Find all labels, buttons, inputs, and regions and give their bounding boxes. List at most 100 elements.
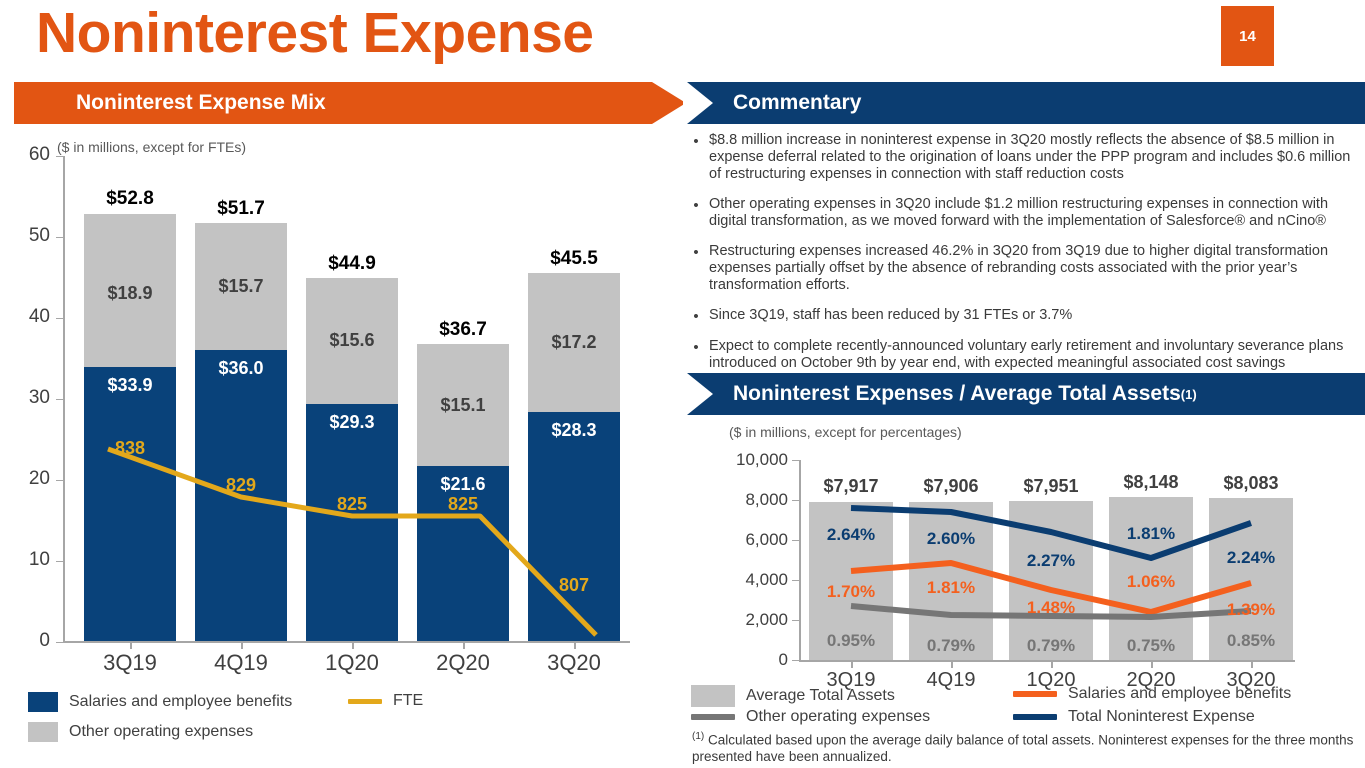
left-chart-ytick-label: 10 bbox=[28, 549, 50, 570]
bar-salaries-3Q19 bbox=[84, 367, 176, 641]
left-chart-y-axis bbox=[63, 156, 65, 642]
right-chart-xtick bbox=[1051, 661, 1053, 668]
left-chart-ytick bbox=[56, 318, 63, 319]
commentary-bullet-text: Other operating expenses in 3Q20 include… bbox=[709, 196, 1329, 229]
bar-avg-assets-2Q20 bbox=[1109, 497, 1193, 660]
left-chart-xlabel-3Q19: 3Q19 bbox=[103, 650, 157, 675]
right-chart-ytick-label: 0 bbox=[778, 650, 788, 669]
chart-noninterest-expense-mix: ($ in millions, except for FTEs) 60 50 4… bbox=[0, 132, 683, 742]
pct-salaries-3Q19: 1.70% bbox=[826, 582, 876, 601]
bar-other-2Q20 bbox=[417, 344, 509, 466]
bar-other-3Q19 bbox=[84, 214, 176, 367]
right-chart-xlabel-1Q20: 1Q20 bbox=[1026, 669, 1076, 691]
commentary-panel: • $8.8 million increase in noninterest e… bbox=[683, 132, 1365, 385]
segment-label-salaries-3Q20: $28.3 bbox=[551, 420, 597, 440]
legend-swatch-icon bbox=[28, 722, 58, 742]
bar-total-label-1Q20: $44.9 bbox=[328, 253, 376, 274]
banner-expense-ratio: Noninterest Expenses / Average Total Ass… bbox=[683, 373, 1365, 415]
commentary-bullet-text: Expect to complete recently-announced vo… bbox=[709, 338, 1344, 371]
legend-avg-total-assets: Average Total Assets bbox=[691, 685, 895, 707]
pct-salaries-4Q19: 1.81% bbox=[926, 578, 976, 597]
left-chart-xtick bbox=[241, 642, 243, 649]
right-chart-xlabel-3Q19: 3Q19 bbox=[826, 669, 876, 691]
legend-fte: FTE bbox=[348, 692, 423, 710]
commentary-bullet: • Expect to complete recently-announced … bbox=[683, 338, 1365, 372]
left-chart-ytick-label: 30 bbox=[28, 387, 50, 408]
line-other-operating-expenses bbox=[850, 603, 1252, 620]
left-chart-ytick-label: 50 bbox=[28, 225, 50, 246]
fte-label-3Q19: 838 bbox=[114, 438, 146, 458]
line-salaries-employee-benefits bbox=[850, 560, 1252, 615]
banner-expense-ratio-footnote-marker: (1) bbox=[1180, 386, 1197, 402]
commentary-bullet-text: Restructuring expenses increased 46.2% i… bbox=[709, 243, 1329, 293]
left-chart-xlabel-3Q20: 3Q20 bbox=[547, 650, 601, 675]
commentary-bullet: • $8.8 million increase in noninterest e… bbox=[683, 132, 1365, 183]
legend-salaries-label: Salaries and employee benefits bbox=[69, 693, 293, 710]
legend-line-icon bbox=[348, 698, 382, 704]
footnote: (1) Calculated based upon the average da… bbox=[692, 729, 1362, 765]
bar-total-label-3Q19: $52.8 bbox=[106, 188, 154, 209]
line-total-noninterest-expense bbox=[850, 505, 1252, 561]
right-chart-xlabel-2Q20: 2Q20 bbox=[1126, 669, 1176, 691]
right-chart-ytick bbox=[792, 620, 799, 621]
legend-salaries: Salaries and employee benefits bbox=[28, 692, 292, 712]
right-chart-xlabel-4Q19: 4Q19 bbox=[926, 669, 976, 691]
legend-total-noninterest-expense-label: Total Noninterest Expense bbox=[1068, 708, 1255, 725]
pct-salaries-3Q20: 1.39% bbox=[1226, 600, 1276, 619]
fte-label-3Q20: 807 bbox=[558, 575, 590, 595]
right-chart-xtick bbox=[951, 661, 953, 668]
commentary-bullet-text: Since 3Q19, staff has been reduced by 31… bbox=[709, 307, 1073, 323]
avg-assets-label-3Q19: $7,917 bbox=[823, 476, 879, 496]
left-chart-ytick bbox=[56, 156, 63, 157]
bar-other-1Q20 bbox=[306, 278, 398, 404]
left-chart-ytick bbox=[56, 237, 63, 238]
chart-expense-to-average-assets: ($ in millions, except for percentages) … bbox=[683, 420, 1365, 768]
legend-other-operating: Other operating expenses bbox=[28, 722, 253, 742]
right-chart-line-series bbox=[850, 505, 1252, 620]
banner-commentary-label: Commentary bbox=[733, 91, 862, 114]
bar-total-label-4Q19: $51.7 bbox=[217, 198, 265, 219]
left-chart-xtick bbox=[130, 642, 132, 649]
right-chart-ytick bbox=[792, 580, 799, 581]
pct-total-expense-3Q19: 2.64% bbox=[826, 525, 876, 544]
fte-line-series bbox=[107, 446, 598, 637]
right-chart-xtick bbox=[1251, 661, 1253, 668]
right-chart-ytick-label: 4,000 bbox=[745, 570, 788, 589]
bar-total-label-2Q20: $36.7 bbox=[439, 319, 487, 340]
segment-label-other-3Q20: $17.2 bbox=[551, 332, 597, 352]
left-chart-ytick bbox=[56, 480, 63, 481]
bar-salaries-1Q20 bbox=[306, 404, 398, 641]
banner-expense-mix-label: Noninterest Expense Mix bbox=[76, 91, 326, 114]
commentary-bullet-text: $8.8 million increase in noninterest exp… bbox=[709, 132, 1351, 182]
bullet-dot-icon: • bbox=[693, 308, 699, 325]
right-chart-x-axis bbox=[799, 660, 1295, 662]
bar-avg-assets-4Q19 bbox=[909, 502, 993, 660]
left-chart-xtick bbox=[574, 642, 576, 649]
bar-avg-assets-3Q19 bbox=[809, 502, 893, 660]
left-chart-xlabel-4Q19: 4Q19 bbox=[214, 650, 268, 675]
legend-swatch-icon bbox=[28, 692, 58, 712]
segment-label-other-1Q20: $15.6 bbox=[329, 330, 375, 350]
bullet-dot-icon: • bbox=[693, 244, 699, 261]
pct-other-operating-3Q20: 0.85% bbox=[1226, 631, 1276, 650]
segment-label-other-4Q19: $15.7 bbox=[218, 276, 264, 296]
left-chart-xlabel-2Q20: 2Q20 bbox=[436, 650, 490, 675]
pct-total-expense-2Q20: 1.81% bbox=[1126, 524, 1176, 543]
pct-total-expense-3Q20: 2.24% bbox=[1226, 548, 1276, 567]
pct-other-operating-1Q20: 0.79% bbox=[1026, 636, 1076, 655]
bar-total-label-3Q20: $45.5 bbox=[550, 248, 598, 269]
avg-assets-label-3Q20: $8,083 bbox=[1223, 473, 1279, 493]
pct-total-expense-1Q20: 2.27% bbox=[1026, 551, 1076, 570]
segment-label-salaries-1Q20: $29.3 bbox=[329, 412, 375, 432]
right-chart-ytick bbox=[792, 540, 799, 541]
legend-total-noninterest-expense: Total Noninterest Expense bbox=[1013, 708, 1255, 726]
right-chart-ytick-label: 2,000 bbox=[745, 610, 788, 629]
right-chart-unit-note: ($ in millions, except for percentages) bbox=[729, 424, 962, 440]
right-chart-ytick bbox=[792, 500, 799, 501]
page-title: Noninterest Expense bbox=[36, 1, 594, 65]
left-chart-ytick-label: 20 bbox=[28, 468, 50, 489]
pct-other-operating-3Q19: 0.95% bbox=[826, 631, 876, 650]
bar-salaries-2Q20 bbox=[417, 466, 509, 641]
left-chart-ytick bbox=[56, 642, 63, 643]
